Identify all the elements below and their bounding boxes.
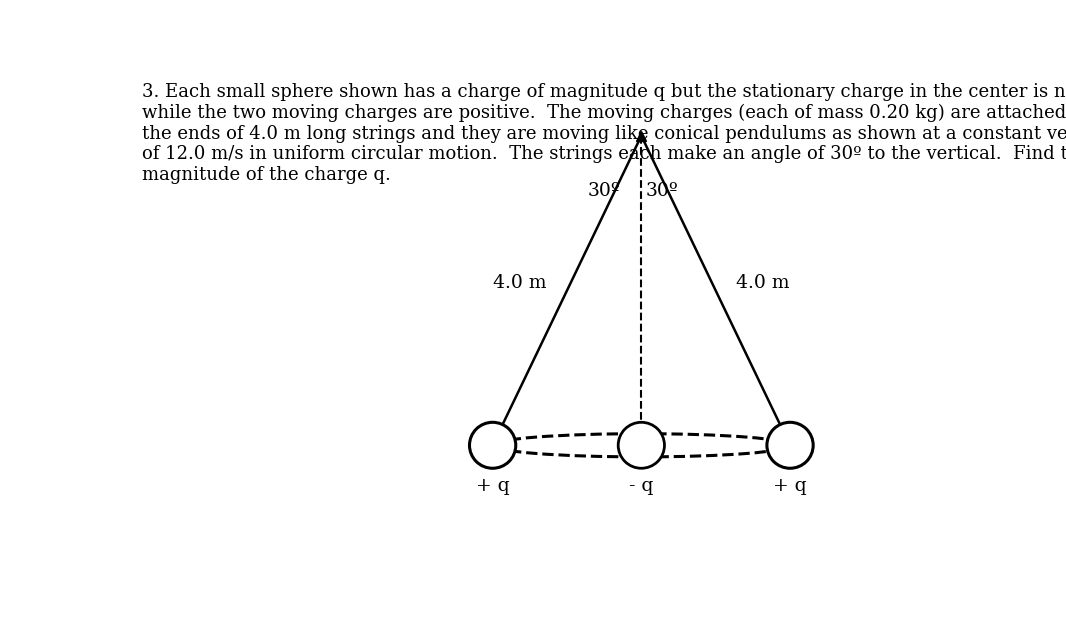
Text: + q: + q [773, 477, 807, 495]
Text: 30º: 30º [588, 181, 620, 200]
Text: 3. Each small sphere shown has a charge of magnitude q but the stationary charge: 3. Each small sphere shown has a charge … [142, 83, 1066, 184]
Text: 4.0 m: 4.0 m [492, 274, 547, 292]
Ellipse shape [619, 423, 663, 467]
Text: + q: + q [475, 477, 510, 495]
Ellipse shape [470, 423, 515, 467]
Text: 4.0 m: 4.0 m [737, 274, 790, 292]
Ellipse shape [768, 423, 812, 467]
Text: 30º: 30º [645, 181, 678, 200]
Text: - q: - q [629, 477, 653, 495]
